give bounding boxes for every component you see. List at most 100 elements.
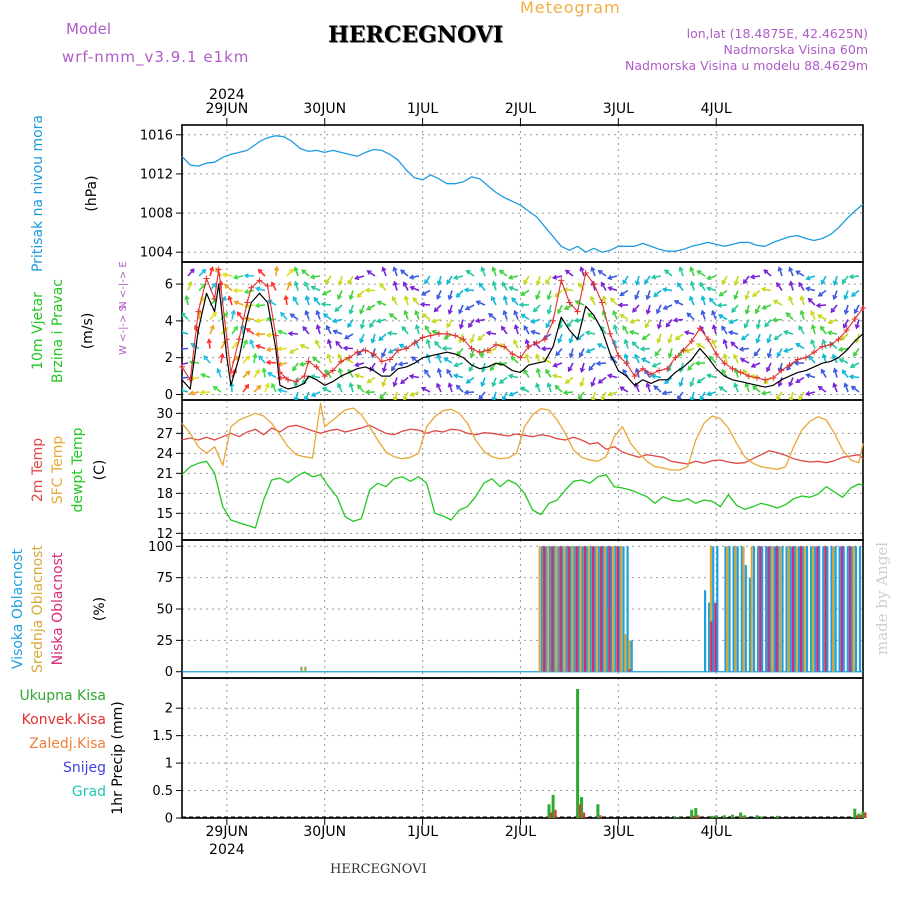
wind-arrow xyxy=(278,330,288,335)
gust-marker xyxy=(737,369,744,376)
wind-arrowhead xyxy=(464,305,471,311)
wind-arrow xyxy=(344,333,354,340)
wind-arrowhead xyxy=(489,366,495,372)
wind-arrowhead xyxy=(206,338,212,344)
gust-marker xyxy=(305,358,312,365)
wind-arrow xyxy=(855,319,860,329)
wind-arrow xyxy=(478,391,486,400)
xtick-label-top: 2JUL xyxy=(505,101,536,117)
wind-arrowhead xyxy=(587,312,593,318)
wind-arrow xyxy=(514,325,519,335)
wind-arrowhead xyxy=(304,396,309,400)
wind-arrow xyxy=(719,386,728,393)
gust-marker xyxy=(395,347,402,354)
wind-arrowhead xyxy=(564,379,570,384)
wind-arrowhead xyxy=(309,274,316,280)
wind-arrowhead xyxy=(298,361,305,367)
wind-arrowhead xyxy=(555,351,561,357)
wind-arrowhead xyxy=(391,366,396,372)
wind-arrow xyxy=(723,354,728,364)
wind-arrowhead xyxy=(689,295,694,301)
wind-arrow xyxy=(253,353,257,364)
cloud-high-bar xyxy=(736,546,739,672)
wind-arrow xyxy=(536,275,541,285)
wind-arrowhead xyxy=(645,294,651,301)
wind-arrowhead xyxy=(733,353,738,359)
cloud-mid-ylabel: Srednja Oblacnost xyxy=(30,545,46,673)
cloud-low-bar xyxy=(616,546,619,672)
cloud-mid-bar xyxy=(595,546,598,672)
wind-arrow xyxy=(367,376,376,384)
wind-arrowhead xyxy=(773,335,779,341)
wind-arrowhead xyxy=(590,295,595,301)
wind-arrowhead xyxy=(491,381,497,388)
wind-arrowhead xyxy=(619,386,625,392)
wind-arrowhead xyxy=(699,281,705,287)
wind-arrowhead xyxy=(320,301,326,307)
ytick-label: 4 xyxy=(165,314,173,329)
wind-arrow xyxy=(668,333,673,343)
wind-arrowhead xyxy=(742,369,748,375)
wind-arrowhead xyxy=(776,352,782,358)
wind-arrowhead xyxy=(366,378,372,384)
wind-arrow xyxy=(752,289,761,297)
wind-arrow xyxy=(355,275,365,280)
wind-arrow xyxy=(509,374,519,379)
precip-total-bar xyxy=(678,817,681,818)
wind-arrow xyxy=(590,296,596,306)
wind-arrowhead xyxy=(798,325,804,331)
wind-arrowhead xyxy=(761,304,767,310)
precip-conv-bar xyxy=(554,809,557,818)
precip-conv-bar xyxy=(599,815,602,818)
wind-arrowhead xyxy=(742,279,748,285)
gust-marker xyxy=(753,374,760,381)
wind-arrowhead xyxy=(488,312,494,318)
wind-arrow xyxy=(446,319,453,328)
cloud-high-bar xyxy=(842,546,845,672)
wind-arrow xyxy=(459,319,464,329)
wind-arrowhead xyxy=(672,317,678,323)
wind-arrow xyxy=(817,314,827,321)
wind-arrowhead xyxy=(194,324,199,330)
wind-arrow xyxy=(689,267,695,277)
wind-arrowhead xyxy=(304,281,309,287)
wind-arrowhead xyxy=(243,288,250,295)
wind-arrow xyxy=(711,339,717,349)
wind-arrow xyxy=(598,376,607,384)
wind-arrow xyxy=(245,289,255,293)
gust-marker xyxy=(460,336,467,343)
precip-total-bar xyxy=(580,797,584,818)
wind-arrow xyxy=(641,357,651,364)
wind-arrowhead xyxy=(718,291,724,297)
wind-arrowhead xyxy=(546,295,552,301)
wind-arrow xyxy=(267,372,277,379)
wind-arrow xyxy=(249,339,255,349)
wind-arrowhead xyxy=(337,367,343,373)
wind-arrowhead xyxy=(634,280,640,287)
cloud-low-bar xyxy=(791,546,794,672)
wind-arrow xyxy=(798,391,805,400)
wind-arrow xyxy=(434,304,442,312)
wind-arrow xyxy=(400,376,409,384)
wind-arrowhead xyxy=(755,324,761,330)
wind-arrowhead xyxy=(700,309,706,315)
wind-arrow xyxy=(357,289,365,298)
wind-arrow xyxy=(393,377,398,387)
cloud-high-bar xyxy=(850,546,853,672)
wind-arrowhead xyxy=(568,353,574,359)
wind-arrowhead xyxy=(409,391,415,397)
wind-arrow xyxy=(410,286,420,292)
wind-arrowhead xyxy=(807,297,813,303)
ytick-label: 6 xyxy=(165,278,173,293)
wind-arrowhead xyxy=(535,367,541,373)
wind-arrow xyxy=(468,319,475,328)
wind-arrowhead xyxy=(348,309,354,315)
wind-arrowhead xyxy=(359,309,365,315)
wind-arrow xyxy=(753,348,761,357)
wind-arrowhead xyxy=(245,370,251,376)
gust-marker xyxy=(411,339,418,346)
wind-arrow xyxy=(734,290,739,300)
wind-arrowhead xyxy=(821,353,827,359)
wind-arrowhead xyxy=(820,279,826,286)
wind-arrowhead xyxy=(766,353,772,359)
